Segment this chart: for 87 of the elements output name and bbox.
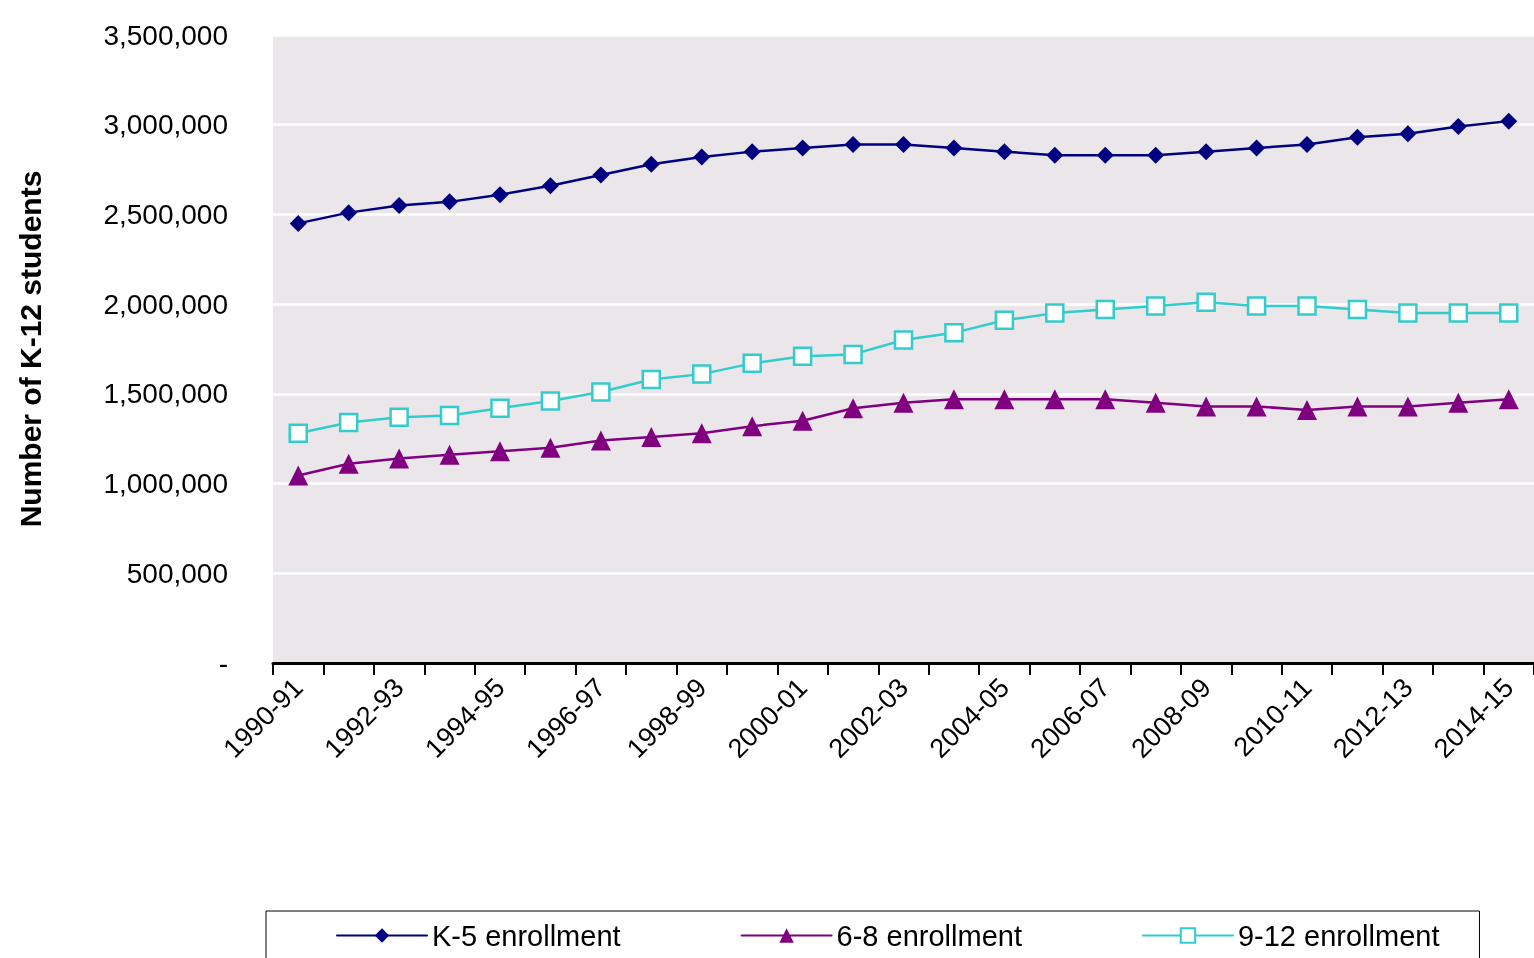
point (895, 135, 912, 153)
point (441, 193, 459, 211)
point (1045, 303, 1065, 323)
point (1348, 128, 1366, 146)
point (1398, 303, 1418, 323)
y-tick-label: - (218, 647, 228, 679)
point (340, 204, 358, 222)
point (742, 353, 762, 374)
legend-label: K-5 enrollment (432, 919, 621, 952)
point (792, 346, 813, 366)
point (641, 369, 662, 390)
point (541, 177, 559, 195)
point (893, 392, 914, 413)
point (1448, 303, 1469, 323)
point (844, 135, 862, 153)
point (489, 441, 510, 462)
point (742, 416, 763, 437)
point (1297, 296, 1317, 316)
point (490, 398, 510, 418)
point (390, 196, 408, 214)
point (591, 382, 611, 402)
point (945, 139, 963, 157)
point (439, 405, 460, 426)
point (794, 139, 812, 157)
y-tick-label: 1,000,000 (103, 468, 228, 500)
point (994, 389, 1015, 410)
point (843, 344, 863, 365)
point (642, 155, 660, 173)
point (288, 465, 309, 486)
point (289, 214, 307, 232)
point (1095, 389, 1116, 410)
point (995, 143, 1013, 161)
y-tick-label: 3,000,000 (103, 109, 228, 141)
point (1448, 392, 1469, 413)
point (641, 426, 662, 447)
point (1498, 389, 1519, 410)
point (1246, 396, 1267, 417)
point (843, 398, 864, 419)
point (491, 186, 509, 204)
legend-label: 9-12 enrollment (1237, 919, 1440, 952)
point (1196, 292, 1216, 313)
y-tick-label: 2,000,000 (103, 288, 228, 320)
point (389, 448, 410, 469)
point (1145, 296, 1166, 316)
point (540, 437, 561, 458)
point (893, 330, 914, 350)
point (693, 148, 711, 166)
y-tick-label: 500,000 (126, 557, 228, 589)
legend-label: 6-8 enrollment (836, 919, 1022, 952)
point (338, 412, 359, 433)
point (1046, 146, 1064, 164)
y-tick-label: 1,500,000 (103, 378, 228, 410)
point (1347, 396, 1368, 417)
point (1145, 392, 1166, 413)
point (338, 453, 359, 474)
point (1196, 396, 1217, 417)
point (1298, 135, 1316, 153)
point (1397, 396, 1418, 417)
point (1449, 118, 1467, 136)
point (1500, 112, 1518, 130)
y-tick-label: 3,500,000 (103, 19, 228, 51)
point (743, 143, 761, 161)
point (943, 389, 964, 410)
point (1095, 299, 1116, 320)
point (1096, 146, 1114, 164)
point (1197, 143, 1215, 161)
point (389, 407, 409, 427)
point (1248, 139, 1266, 157)
point (1147, 146, 1165, 164)
point (590, 430, 611, 451)
point (540, 391, 561, 411)
point (1499, 303, 1519, 323)
y-tick-label: 2,500,000 (103, 198, 228, 230)
point (1044, 389, 1065, 410)
point (1246, 296, 1267, 316)
point (1347, 299, 1368, 320)
point (691, 364, 712, 384)
point (792, 410, 813, 431)
point (994, 310, 1015, 331)
point (944, 323, 964, 343)
point (439, 444, 460, 465)
point (288, 423, 308, 444)
point (1399, 125, 1417, 143)
point (691, 423, 712, 444)
y-axis-title: Number of K-12 students (13, 170, 47, 528)
point (592, 166, 610, 184)
point (1297, 400, 1318, 421)
